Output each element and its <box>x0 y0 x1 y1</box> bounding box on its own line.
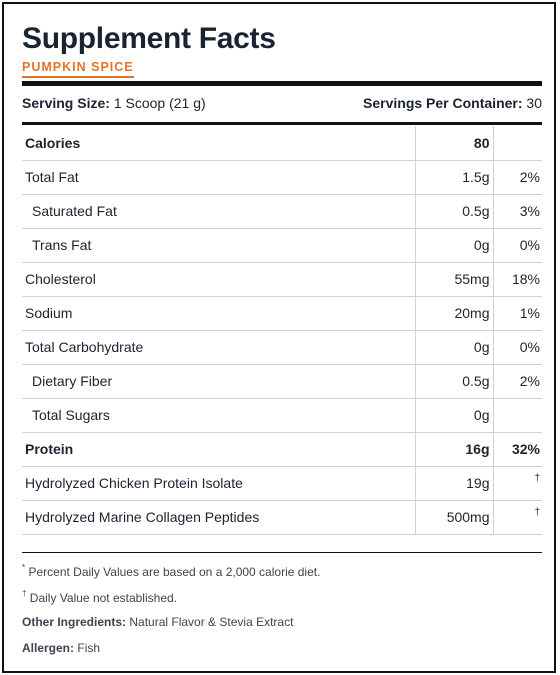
nutrient-name: Hydrolyzed Marine Collagen Peptides <box>22 500 416 535</box>
nutrient-name: Sodium <box>22 296 416 331</box>
nutrient-name: Trans Fat <box>22 228 416 263</box>
nutrient-row: Trans Fat 0g 0% <box>22 228 542 263</box>
daily-value-text: † <box>534 507 540 518</box>
nutrient-amount: 55mg <box>415 262 494 297</box>
daily-value-text: 2% <box>519 169 540 185</box>
nutrient-daily-value <box>493 126 542 161</box>
other-ingredients: Other Ingredients: Natural Flavor & Stev… <box>22 615 293 629</box>
allergen-label: Allergen: <box>22 641 75 655</box>
daily-value-text: 0% <box>519 237 540 253</box>
nutrient-row: Sodium 20mg 1% <box>22 296 542 331</box>
nutrient-amount: 19g <box>415 466 494 501</box>
nutrient-daily-value: 18% <box>493 262 542 297</box>
percent-dv-text: Percent Daily Values are based on a 2,00… <box>28 565 321 579</box>
nutrient-daily-value: 32% <box>493 432 542 467</box>
nutrient-name: Hydrolyzed Chicken Protein Isolate <box>22 466 416 501</box>
nutrient-name: Cholesterol <box>22 262 416 297</box>
serving-size-value: 1 Scoop (21 g) <box>113 95 206 111</box>
nutrient-row: Protein 16g 32% <box>22 432 542 467</box>
nutrient-amount: 500mg <box>415 500 494 535</box>
nutrient-amount: 16g <box>415 432 494 467</box>
nutrient-daily-value: 2% <box>493 364 542 399</box>
nutrient-row: Calories 80 <box>22 126 542 161</box>
other-ingredients-value: Natural Flavor & Stevia Extract <box>129 615 294 629</box>
thick-divider <box>22 81 542 86</box>
nutrient-daily-value: † <box>493 466 542 501</box>
nutrient-amount: 0g <box>415 398 494 433</box>
daily-value-text: 0% <box>519 339 540 355</box>
other-ingredients-label: Other Ingredients: <box>22 615 127 629</box>
servings-value: 30 <box>526 95 542 111</box>
dagger-text: Daily Value not established. <box>29 591 177 605</box>
flavor-label: PUMPKIN SPICE <box>22 60 134 78</box>
nutrient-amount: 0g <box>415 330 494 365</box>
servings-per-container: Servings Per Container: 30 <box>363 95 542 111</box>
medium-divider <box>22 122 542 125</box>
nutrient-row: Total Fat 1.5g 2% <box>22 160 542 195</box>
nutrient-row: Saturated Fat 0.5g 3% <box>22 194 542 229</box>
servings-label: Servings Per Container: <box>363 95 523 111</box>
serving-size-label: Serving Size: <box>22 95 110 111</box>
nutrient-daily-value: 1% <box>493 296 542 331</box>
nutrient-daily-value: 0% <box>493 228 542 263</box>
nutrient-row: Total Carbohydrate 0g 0% <box>22 330 542 365</box>
panel-title: Supplement Facts <box>22 22 276 55</box>
nutrient-daily-value: † <box>493 500 542 535</box>
nutrient-amount: 20mg <box>415 296 494 331</box>
percent-dv-note: * Percent Daily Values are based on a 2,… <box>22 563 321 579</box>
allergen-note: Allergen: Fish <box>22 641 100 655</box>
daily-value-text: † <box>534 473 540 484</box>
nutrient-row: Total Sugars 0g <box>22 398 542 433</box>
nutrient-table: Calories 80 Total Fat 1.5g 2% Saturated Fat 0.… <box>22 126 542 535</box>
nutrient-amount: 0.5g <box>415 364 494 399</box>
dagger-note: † Daily Value not established. <box>22 589 177 605</box>
nutrient-row: Hydrolyzed Chicken Protein Isolate 19g † <box>22 466 542 501</box>
nutrient-amount: 0g <box>415 228 494 263</box>
dagger-mark: † <box>22 589 27 598</box>
nutrient-daily-value: 2% <box>493 160 542 195</box>
asterisk-mark: * <box>22 563 26 572</box>
daily-value-text: 18% <box>511 271 540 287</box>
nutrient-row: Dietary Fiber 0.5g 2% <box>22 364 542 399</box>
nutrient-daily-value: 0% <box>493 330 542 365</box>
nutrient-name: Protein <box>22 432 416 467</box>
nutrient-daily-value <box>493 398 542 433</box>
daily-value-text: 32% <box>511 441 540 457</box>
nutrient-amount: 1.5g <box>415 160 494 195</box>
nutrient-name: Total Carbohydrate <box>22 330 416 365</box>
nutrient-name: Total Sugars <box>22 398 416 433</box>
daily-value-text: 1% <box>519 305 540 321</box>
nutrient-daily-value: 3% <box>493 194 542 229</box>
nutrient-name: Dietary Fiber <box>22 364 416 399</box>
nutrient-name: Saturated Fat <box>22 194 416 229</box>
nutrient-row: Hydrolyzed Marine Collagen Peptides 500mg… <box>22 500 542 535</box>
footnote-divider <box>22 552 542 553</box>
nutrient-amount: 0.5g <box>415 194 494 229</box>
nutrient-name: Total Fat <box>22 160 416 195</box>
allergen-value: Fish <box>77 641 101 655</box>
nutrient-name: Calories <box>22 126 416 161</box>
daily-value-text: 2% <box>519 373 540 389</box>
nutrient-row: Cholesterol 55mg 18% <box>22 262 542 297</box>
serving-size: Serving Size: 1 Scoop (21 g) <box>22 95 206 111</box>
nutrient-amount: 80 <box>415 126 494 161</box>
daily-value-text: 3% <box>519 203 540 219</box>
